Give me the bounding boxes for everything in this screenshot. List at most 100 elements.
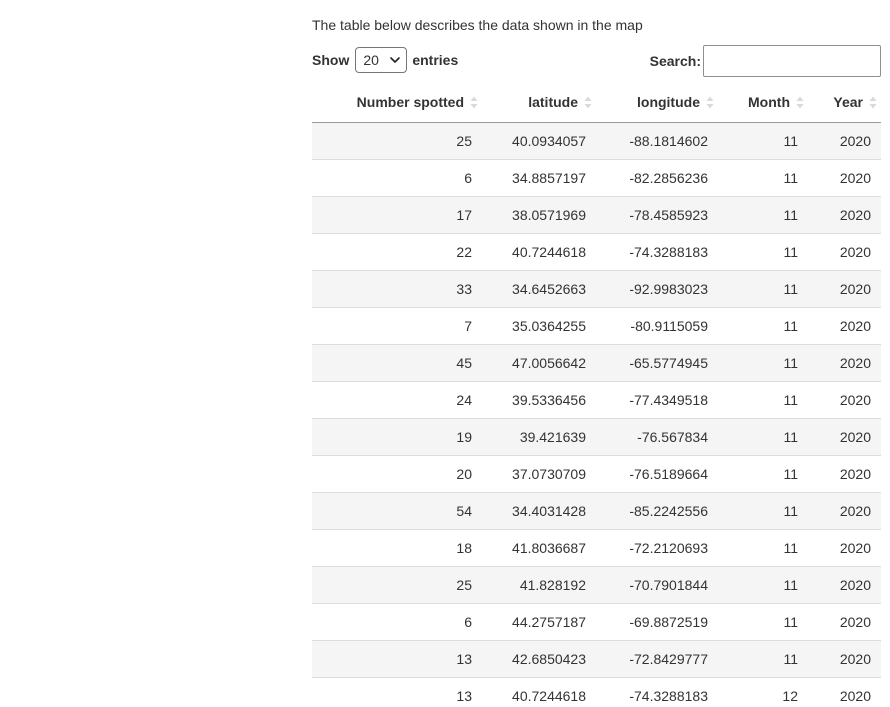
table-cell: 42.6850423 bbox=[482, 639, 596, 677]
table-cell: 11 bbox=[718, 343, 808, 381]
table-cell: 2020 bbox=[808, 122, 881, 159]
table-cell: -85.2242556 bbox=[596, 491, 718, 529]
table-cell: 39.5336456 bbox=[482, 380, 596, 418]
table-cell: 11 bbox=[718, 491, 808, 529]
table-cell: 11 bbox=[718, 195, 808, 233]
column-header-label: Month bbox=[748, 94, 790, 111]
table-cell: -78.4585923 bbox=[596, 195, 718, 233]
table-cell: 2020 bbox=[808, 232, 881, 270]
table-cell: -92.9983023 bbox=[596, 269, 718, 307]
column-header-label: Year bbox=[833, 94, 863, 111]
column-header-label: Number spotted bbox=[356, 94, 464, 111]
table-cell: 33 bbox=[312, 269, 482, 307]
table-row[interactable]: 20 37.0730709 -76.5189664 11 2020 bbox=[312, 454, 881, 492]
search-input[interactable] bbox=[703, 45, 881, 77]
table-cell: 18 bbox=[312, 528, 482, 566]
table-cell: 47.0056642 bbox=[482, 343, 596, 381]
table-cell: -72.2120693 bbox=[596, 528, 718, 566]
table-cell: -65.5774945 bbox=[596, 343, 718, 381]
table-cell: 2020 bbox=[808, 269, 881, 307]
sort-icon bbox=[796, 96, 804, 109]
sort-icon bbox=[584, 96, 592, 109]
column-header-label: longitude bbox=[637, 94, 700, 111]
column-header[interactable]: Year bbox=[808, 83, 881, 123]
table-row[interactable]: 17 38.0571969 -78.4585923 11 2020 bbox=[312, 195, 881, 233]
table-cell: 11 bbox=[718, 528, 808, 566]
table-row[interactable]: 13 42.6850423 -72.8429777 11 2020 bbox=[312, 639, 881, 677]
table-cell: 22 bbox=[312, 232, 482, 270]
table-cell: -82.2856236 bbox=[596, 158, 718, 196]
table-row[interactable]: 24 39.5336456 -77.4349518 11 2020 bbox=[312, 380, 881, 418]
table-row[interactable]: 6 44.2757187 -69.8872519 11 2020 bbox=[312, 602, 881, 640]
entries-select[interactable]: 20 bbox=[355, 47, 408, 73]
sort-icon bbox=[470, 96, 478, 109]
table-cell: 6 bbox=[312, 602, 482, 640]
table-row[interactable]: 6 34.8857197 -82.2856236 11 2020 bbox=[312, 158, 881, 196]
table-cell: 2020 bbox=[808, 380, 881, 418]
table-cell: 11 bbox=[718, 232, 808, 270]
column-header[interactable]: latitude bbox=[482, 83, 596, 123]
table-cell: 25 bbox=[312, 122, 482, 159]
table-cell: -76.567834 bbox=[596, 417, 718, 455]
table-cell: -76.5189664 bbox=[596, 454, 718, 492]
column-header-label: latitude bbox=[528, 94, 578, 111]
table-cell: 2020 bbox=[808, 454, 881, 492]
table-row[interactable]: 25 40.0934057 -88.1814602 11 2020 bbox=[312, 122, 881, 159]
table-row[interactable]: 54 34.4031428 -85.2242556 11 2020 bbox=[312, 491, 881, 529]
table-cell: 20 bbox=[312, 454, 482, 492]
table-cell: 13 bbox=[312, 676, 482, 707]
table-cell: 34.4031428 bbox=[482, 491, 596, 529]
table-row[interactable]: 13 40.7244618 -74.3288183 12 2020 bbox=[312, 676, 881, 707]
table-cell: 11 bbox=[718, 417, 808, 455]
table-cell: 11 bbox=[718, 122, 808, 159]
table-cell: -77.4349518 bbox=[596, 380, 718, 418]
table-cell: 11 bbox=[718, 380, 808, 418]
table-cell: -88.1814602 bbox=[596, 122, 718, 159]
table-body: 25 40.0934057 -88.1814602 11 2020 6 34.8857197… bbox=[312, 122, 881, 707]
table-cell: -72.8429777 bbox=[596, 639, 718, 677]
table-cell: 2020 bbox=[808, 639, 881, 677]
table-cell: 38.0571969 bbox=[482, 195, 596, 233]
table-cell: 41.828192 bbox=[482, 565, 596, 603]
table-cell: 54 bbox=[312, 491, 482, 529]
table-cell: 41.8036687 bbox=[482, 528, 596, 566]
column-header[interactable]: longitude bbox=[596, 83, 718, 123]
column-header[interactable]: Number spotted bbox=[312, 83, 482, 123]
table-cell: 11 bbox=[718, 565, 808, 603]
table-cell: 44.2757187 bbox=[482, 602, 596, 640]
table-cell: 2020 bbox=[808, 417, 881, 455]
table-cell: 40.0934057 bbox=[482, 122, 596, 159]
table-row[interactable]: 33 34.6452663 -92.9983023 11 2020 bbox=[312, 269, 881, 307]
table-cell: 37.0730709 bbox=[482, 454, 596, 492]
entries-select-value: 20 bbox=[363, 52, 379, 68]
table-row[interactable]: 18 41.8036687 -72.2120693 11 2020 bbox=[312, 528, 881, 566]
table-cell: 40.7244618 bbox=[482, 232, 596, 270]
table-cell: 11 bbox=[718, 454, 808, 492]
table-cell: 12 bbox=[718, 676, 808, 707]
table-cell: 35.0364255 bbox=[482, 306, 596, 344]
column-header[interactable]: Month bbox=[718, 83, 808, 123]
table-cell: 25 bbox=[312, 565, 482, 603]
table-cell: -80.9115059 bbox=[596, 306, 718, 344]
table-caption: The table below describes the data shown… bbox=[312, 17, 643, 33]
table-row[interactable]: 22 40.7244618 -74.3288183 11 2020 bbox=[312, 232, 881, 270]
table-cell: 11 bbox=[718, 602, 808, 640]
table-row[interactable]: 45 47.0056642 -65.5774945 11 2020 bbox=[312, 343, 881, 381]
table-cell: 40.7244618 bbox=[482, 676, 596, 707]
table-cell: 2020 bbox=[808, 306, 881, 344]
table-cell: 2020 bbox=[808, 565, 881, 603]
table-row[interactable]: 7 35.0364255 -80.9115059 11 2020 bbox=[312, 306, 881, 344]
table-cell: 7 bbox=[312, 306, 482, 344]
table-row[interactable]: 19 39.421639 -76.567834 11 2020 bbox=[312, 417, 881, 455]
chevron-down-icon bbox=[390, 57, 401, 63]
table-cell: 2020 bbox=[808, 528, 881, 566]
table-cell: 11 bbox=[718, 639, 808, 677]
sort-icon bbox=[869, 96, 877, 109]
search-label: Search: bbox=[649, 53, 701, 69]
table-cell: 2020 bbox=[808, 158, 881, 196]
table-cell: 11 bbox=[718, 306, 808, 344]
table-cell: 17 bbox=[312, 195, 482, 233]
entries-label: entries bbox=[412, 52, 459, 68]
table-row[interactable]: 25 41.828192 -70.7901844 11 2020 bbox=[312, 565, 881, 603]
